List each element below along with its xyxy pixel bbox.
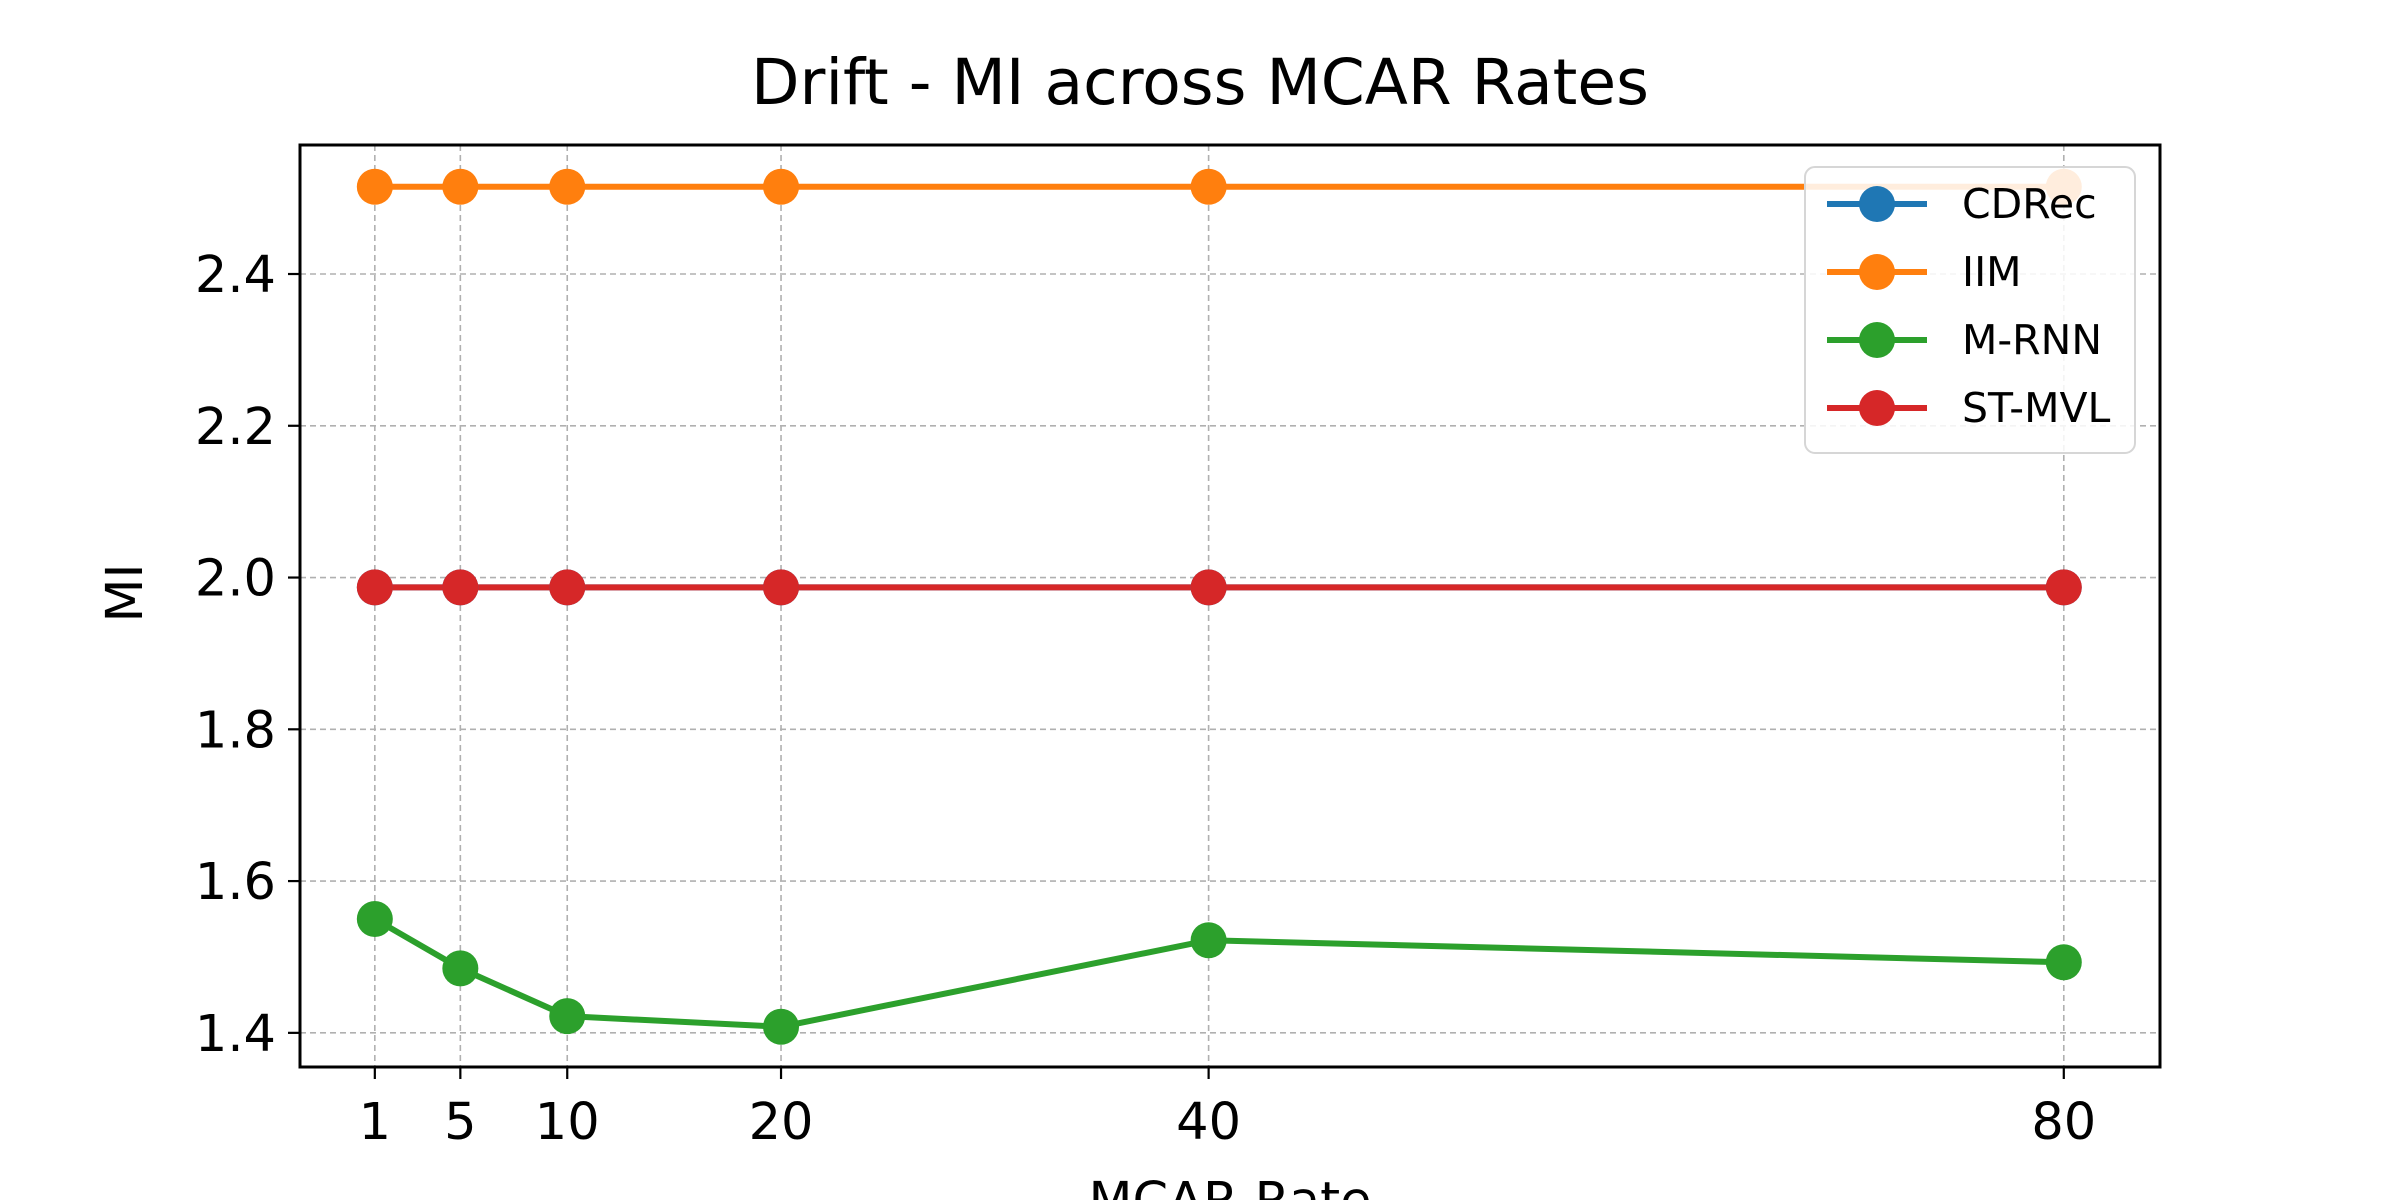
data-point-m-rnn bbox=[549, 998, 586, 1035]
plot-frame bbox=[298, 143, 2162, 1069]
legend-marker-st-mvl bbox=[1859, 390, 1895, 426]
x-tick-label: 80 bbox=[2031, 1093, 2096, 1152]
x-axis-label: MCAR Rate bbox=[1088, 1172, 1371, 1200]
legend-item-iim: IIM bbox=[1827, 248, 2022, 296]
y-tick-label: 2.2 bbox=[195, 398, 276, 457]
chart-title: Drift - MI across MCAR Rates bbox=[751, 46, 1649, 119]
data-point-m-rnn bbox=[763, 1008, 800, 1045]
x-tick-label: 20 bbox=[749, 1093, 814, 1152]
legend-frame bbox=[1804, 166, 2136, 454]
data-point-iim bbox=[1190, 168, 1227, 205]
y-axis-label: MI bbox=[96, 563, 155, 622]
y-axis: 1.4 1.6 1.8 2.0 2.2 2.4 bbox=[195, 246, 300, 1064]
data-point-st-mvl bbox=[549, 569, 586, 606]
legend-marker-iim bbox=[1859, 254, 1895, 290]
series-markers bbox=[356, 168, 2082, 1045]
legend-label-iim: IIM bbox=[1962, 248, 2022, 296]
x-tick-label: 40 bbox=[1176, 1093, 1241, 1152]
data-point-st-mvl bbox=[763, 569, 800, 606]
y-tick-label: 2.0 bbox=[195, 550, 276, 609]
legend-item-m-rnn: M-RNN bbox=[1827, 316, 2102, 364]
data-point-iim bbox=[442, 168, 479, 205]
legend-label-m-rnn: M-RNN bbox=[1962, 316, 2102, 364]
data-point-m-rnn bbox=[1190, 922, 1227, 959]
legend-marker-cdrec bbox=[1859, 186, 1895, 222]
legend-item-cdrec: CDRec bbox=[1827, 180, 2097, 228]
data-point-iim bbox=[549, 168, 586, 205]
data-point-iim bbox=[763, 168, 800, 205]
x-axis: 1 5 10 20 40 80 bbox=[359, 1067, 2096, 1152]
data-point-st-mvl bbox=[1190, 569, 1227, 606]
y-tick-label: 2.4 bbox=[195, 246, 276, 305]
data-point-iim bbox=[356, 168, 393, 205]
legend-label-cdrec: CDRec bbox=[1962, 180, 2097, 228]
x-tick-label: 10 bbox=[535, 1093, 600, 1152]
legend-item-st-mvl: ST-MVL bbox=[1827, 384, 2111, 432]
y-tick-label: 1.6 bbox=[195, 853, 276, 912]
legend-marker-m-rnn bbox=[1859, 322, 1895, 358]
legend-label-st-mvl: ST-MVL bbox=[1962, 384, 2111, 432]
data-point-st-mvl bbox=[442, 569, 479, 606]
legend: CDRec IIM M-RNN ST-MVL bbox=[1804, 166, 2136, 454]
y-tick-label: 1.4 bbox=[195, 1005, 276, 1064]
x-tick-label: 1 bbox=[359, 1093, 391, 1152]
data-point-m-rnn bbox=[2045, 944, 2082, 981]
data-point-st-mvl bbox=[2045, 569, 2082, 606]
y-tick-label: 1.8 bbox=[195, 701, 276, 760]
x-tick-label: 5 bbox=[444, 1093, 476, 1152]
data-point-st-mvl bbox=[356, 569, 393, 606]
data-point-m-rnn bbox=[442, 950, 479, 987]
data-point-m-rnn bbox=[356, 901, 393, 938]
